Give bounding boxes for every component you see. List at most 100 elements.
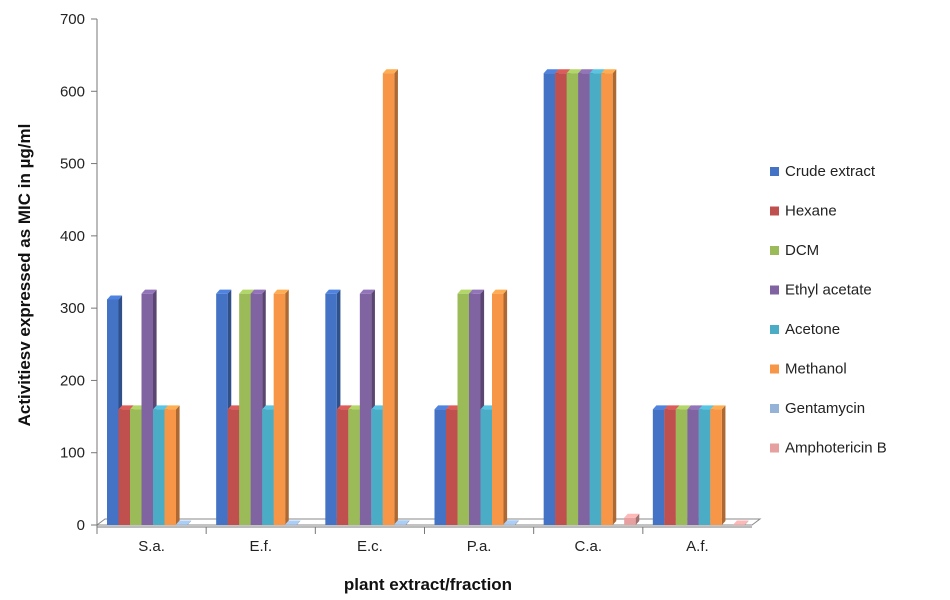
bar-side (405, 520, 410, 525)
bar-top (153, 405, 169, 410)
bar-top (239, 289, 255, 294)
bar-top (348, 405, 364, 410)
legend-item: Gentamycin (770, 400, 865, 417)
bar (733, 520, 749, 525)
bar-front (216, 293, 228, 525)
bar-front (566, 73, 579, 525)
bar-front (710, 409, 722, 525)
x-tick-label: E.f. (249, 538, 272, 555)
x-tick-label: P.a. (467, 538, 492, 555)
bar (285, 520, 301, 525)
bar-top (107, 295, 123, 300)
bar-top (371, 405, 387, 410)
bar-front (371, 409, 383, 525)
legend-swatch (770, 443, 779, 453)
y-tick-label: 300 (60, 300, 85, 317)
bar (624, 513, 640, 525)
bar-front (457, 293, 469, 525)
bar-front (469, 293, 481, 525)
legend-swatch (770, 364, 779, 374)
bar-top (227, 405, 243, 410)
bar-top (543, 69, 559, 74)
y-tick-label: 600 (60, 83, 85, 100)
legend-item: Ethyl acetate (770, 282, 872, 299)
bar (492, 289, 508, 525)
bar-front (589, 73, 602, 525)
bar-top (130, 405, 146, 410)
legend-label: Methanol (785, 361, 847, 378)
legend-swatch (770, 246, 779, 255)
bar-front (698, 409, 711, 525)
bar-front (601, 73, 613, 525)
bar-front (250, 293, 263, 525)
x-tick-label: A.f. (686, 538, 709, 555)
bar-top (664, 405, 680, 410)
legend-label: Acetone (785, 321, 840, 338)
bar-top (578, 69, 594, 74)
legend-label: Amphotericin B (785, 440, 887, 457)
legend-swatch (770, 206, 779, 216)
bar-side (187, 520, 192, 525)
bar-front (273, 293, 286, 525)
bar-front (130, 409, 142, 525)
bar-front (434, 409, 446, 525)
bar-top (687, 405, 703, 410)
bar-front (543, 73, 556, 525)
bar-top (273, 289, 289, 294)
legend-swatch (770, 325, 779, 334)
legend-label: DCM (785, 242, 819, 259)
bar-front (555, 73, 567, 525)
bar (273, 289, 289, 525)
bar-top (469, 289, 485, 294)
bar-front (733, 524, 745, 525)
bar-front (164, 409, 176, 525)
legend-swatch (770, 285, 779, 295)
bar (710, 405, 726, 525)
bar-front (652, 409, 665, 525)
bar-top (555, 69, 571, 74)
bar-front (325, 293, 337, 525)
bar-top (394, 520, 410, 525)
bar-top (480, 405, 496, 410)
y-tick-label: 700 (60, 11, 85, 28)
axes (91, 18, 752, 534)
bar (176, 520, 192, 525)
bar-front (503, 524, 515, 525)
bar-front (359, 293, 372, 525)
bar-side (721, 405, 726, 525)
bar-top (382, 69, 398, 74)
bar-front (176, 524, 188, 525)
bar (503, 520, 519, 525)
bar-front (153, 409, 165, 525)
bar-side (296, 520, 301, 525)
y-tick-label: 400 (60, 228, 85, 245)
legend-item: Acetone (770, 321, 840, 338)
bar-front (107, 299, 119, 525)
bar-front (492, 293, 504, 525)
legend-item: DCM (770, 242, 819, 259)
legend-item: Hexane (770, 203, 837, 220)
y-axis-title: Activitiesv expressed as MIC in µg/ml (15, 124, 34, 427)
bar-front (227, 409, 240, 525)
bar-top (118, 405, 134, 410)
bar-side (503, 289, 508, 525)
bar-front (239, 293, 251, 525)
bar-side (285, 289, 289, 525)
bar-front (687, 409, 699, 525)
bar (164, 405, 180, 525)
legend-label: Ethyl acetate (785, 282, 872, 299)
bar-front (480, 409, 492, 525)
bar-front (446, 409, 458, 525)
bar-top (457, 289, 473, 294)
y-tick-label: 500 (60, 156, 85, 173)
bar-front (336, 409, 349, 525)
bar (382, 69, 398, 525)
bars (107, 69, 749, 525)
legend-label: Gentamycin (785, 400, 865, 417)
bar-front (118, 409, 130, 525)
bar-top (710, 405, 726, 410)
bar-front (382, 73, 395, 525)
bar-side (635, 513, 640, 525)
legend-item: Methanol (770, 361, 847, 378)
legend-swatch (770, 404, 779, 413)
